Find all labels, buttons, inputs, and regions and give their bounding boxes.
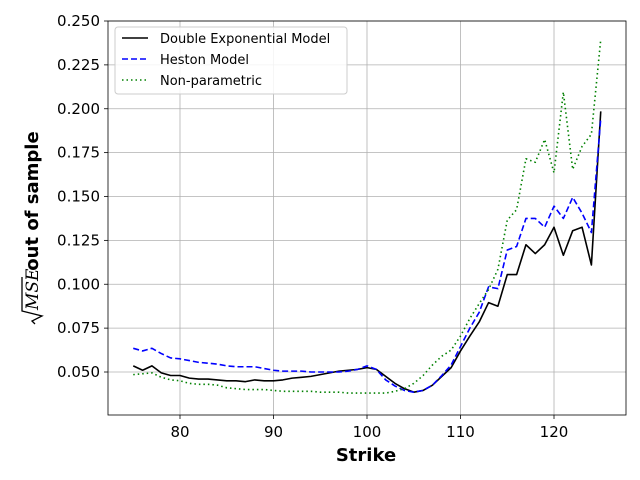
x-tick-label: 100: [353, 423, 382, 441]
y-tick-label: 0.250: [57, 12, 100, 30]
y-axis-title: MSE out of sample: [21, 131, 44, 325]
y-tick-label: 0.225: [57, 56, 100, 74]
y-tick-label: 0.050: [57, 363, 100, 381]
series-line-0: [132, 111, 602, 393]
y-axis-title-radical: MSE: [23, 268, 43, 311]
y-axis-title-suffix: out of sample: [22, 131, 43, 277]
y-axis-title-radical-sign: [21, 277, 44, 325]
y-axis-ticks: 0.050 0.075 0.100 0.125 0.150 0.175 0.200 0.225…: [57, 12, 108, 381]
y-tick-label: 0.100: [57, 275, 100, 293]
y-tick-label: 0.125: [57, 231, 100, 249]
x-tick-label: 80: [170, 423, 189, 441]
series-line-2: [133, 39, 602, 394]
y-tick-label: 0.150: [57, 188, 100, 206]
legend-label: Heston Model: [160, 53, 249, 68]
x-tick-label: 120: [540, 423, 569, 441]
y-tick-label: 0.200: [57, 100, 100, 118]
y-tick-label: 0.075: [57, 319, 100, 337]
x-tick-label: 110: [446, 423, 475, 441]
x-tick-label: 90: [264, 423, 283, 441]
x-axis-ticks: 80 90 100 110 120: [170, 415, 568, 441]
legend: Double Exponential Model Heston Model Non-…: [114, 26, 348, 95]
series-lines: [132, 39, 602, 394]
legend-label: Non-parametric: [160, 74, 262, 89]
legend-box: [114, 26, 348, 95]
x-axis-title: Strike: [336, 445, 396, 466]
y-tick-label: 0.175: [57, 144, 100, 162]
series-line-1: [133, 118, 602, 393]
legend-label: Double Exponential Model: [160, 32, 330, 47]
